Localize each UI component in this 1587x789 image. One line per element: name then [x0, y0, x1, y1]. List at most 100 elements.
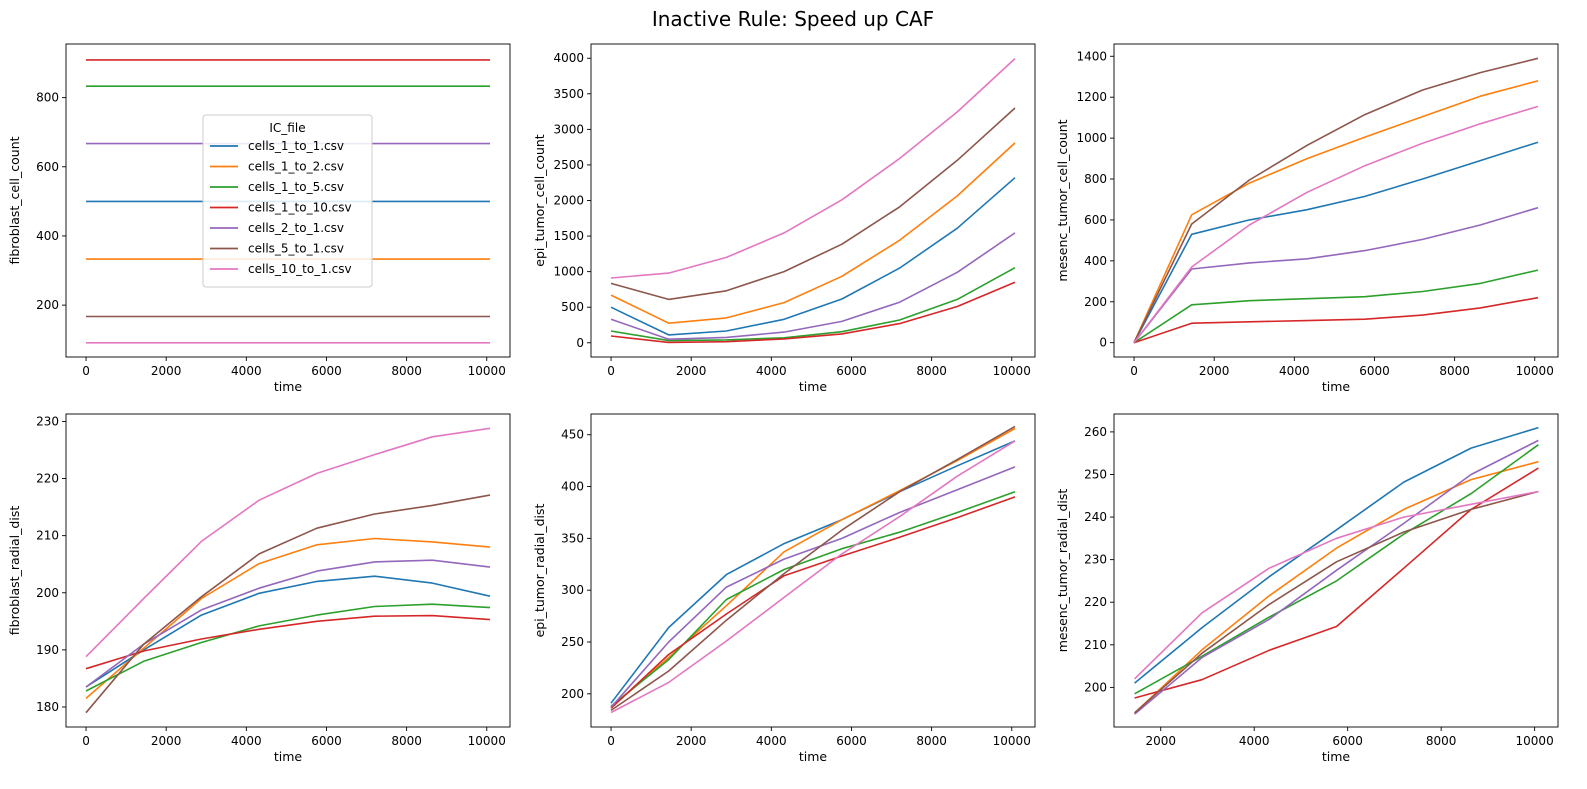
legend-entry-cells-1-to-10: cells_1_to_10.csv	[248, 201, 352, 215]
x-tick-label: 10000	[1516, 734, 1554, 748]
legend-title: IC_file	[269, 121, 305, 135]
y-tick-label: 400	[36, 229, 59, 243]
series-line-cells-1-to-2	[85, 537, 491, 700]
series-line-cells-1-to-5	[1133, 269, 1539, 344]
series-line-cells-1-to-1	[610, 177, 1016, 336]
y-tick-label: 250	[561, 635, 584, 649]
x-tick-label: 8000	[1426, 734, 1457, 748]
series-line-cells-10-to-1	[1133, 105, 1539, 344]
y-tick-label: 1400	[1076, 49, 1107, 63]
y-tick-label: 260	[1084, 425, 1107, 439]
series-line-cells-5-to-1	[85, 494, 491, 714]
x-tick-label: 6000	[1332, 734, 1363, 748]
y-tick-label: 400	[1084, 254, 1107, 268]
series-line-cells-1-to-5	[610, 490, 1016, 707]
axes-frame	[590, 413, 1036, 728]
y-axis-label: fibroblast_radial_dist	[7, 506, 22, 636]
series-line-cells-1-to-5	[1134, 444, 1539, 695]
y-tick-label: 190	[36, 643, 59, 657]
y-tick-label: 600	[36, 160, 59, 174]
axes-frame	[65, 43, 511, 358]
x-tick-label: 10000	[993, 364, 1031, 378]
series-line-cells-1-to-1	[1134, 426, 1539, 684]
y-tick-label: 3500	[553, 87, 584, 101]
x-tick-label: 0	[1130, 364, 1138, 378]
x-tick-label: 10000	[468, 734, 506, 748]
legend-entry-cells-1-to-2: cells_1_to_2.csv	[248, 160, 344, 174]
x-tick-label: 8000	[391, 364, 422, 378]
y-axis-label: mesenc_tumor_cell_count	[1055, 119, 1070, 281]
series-line-cells-10-to-1	[610, 440, 1016, 714]
y-tick-label: 500	[561, 300, 584, 314]
series-line-cells-2-to-1	[1133, 206, 1539, 344]
y-tick-label: 240	[1084, 510, 1107, 524]
y-tick-label: 200	[36, 586, 59, 600]
x-tick-label: 2000	[676, 364, 707, 378]
series-line-cells-2-to-1	[1134, 439, 1539, 715]
y-tick-label: 800	[36, 91, 59, 105]
x-tick-label: 6000	[836, 734, 867, 748]
y-tick-label: 600	[1084, 213, 1107, 227]
series-line-cells-1-to-5	[85, 603, 491, 692]
y-tick-label: 200	[1084, 295, 1107, 309]
y-tick-label: 230	[1084, 553, 1107, 567]
y-tick-label: 0	[576, 336, 584, 350]
y-tick-label: 1000	[1076, 131, 1107, 145]
legend-entry-cells-10-to-1: cells_10_to_1.csv	[248, 262, 352, 276]
y-tick-label: 2000	[553, 194, 584, 208]
x-axis-label: time	[799, 379, 828, 394]
axes-frame	[1113, 413, 1559, 728]
x-tick-label: 8000	[1439, 364, 1470, 378]
x-tick-label: 6000	[311, 734, 342, 748]
series-line-cells-2-to-1	[610, 466, 1016, 708]
x-tick-label: 6000	[1359, 364, 1390, 378]
y-tick-label: 210	[36, 529, 59, 543]
y-tick-label: 220	[1084, 595, 1107, 609]
legend-entry-cells-5-to-1: cells_5_to_1.csv	[248, 242, 344, 256]
series-line-cells-1-to-2	[610, 142, 1016, 325]
series-line-cells-1-to-10	[85, 614, 491, 670]
series-line-cells-1-to-1	[85, 575, 491, 688]
series-line-cells-1-to-10	[610, 281, 1016, 344]
x-axis-label: time	[799, 749, 828, 764]
subplot-mesenc-tumor-cell-count: 0 2000 4000 6000 8000 10000 0 200 400 600 800 1000 1…	[1055, 43, 1559, 394]
x-tick-label: 4000	[231, 734, 262, 748]
x-tick-label: 2000	[151, 364, 182, 378]
series-line-cells-1-to-10	[1133, 296, 1539, 344]
axes-frame	[1113, 43, 1559, 358]
y-tick-label: 1500	[553, 229, 584, 243]
x-tick-label: 0	[607, 364, 615, 378]
y-tick-label: 400	[561, 480, 584, 494]
x-tick-label: 4000	[231, 364, 262, 378]
y-tick-label: 250	[1084, 467, 1107, 481]
figure-suptitle: Inactive Rule: Speed up CAF	[652, 7, 934, 31]
subplot-mesenc-tumor-radial-dist: 2000 4000 6000 8000 10000 200 210 220 230 240 250 2…	[1055, 413, 1559, 764]
series-line-cells-1-to-2	[1134, 460, 1539, 714]
y-tick-label: 3000	[553, 122, 584, 136]
x-tick-label: 0	[607, 734, 615, 748]
axes-frame	[65, 413, 511, 728]
x-tick-label: 2000	[151, 734, 182, 748]
y-tick-label: 800	[1084, 172, 1107, 186]
legend: IC_file cells_1_to_1.csv cells_1_to_2.csvc…	[202, 114, 373, 288]
series-line-cells-1-to-1	[1133, 141, 1539, 344]
x-tick-label: 4000	[1239, 734, 1270, 748]
x-tick-label: 4000	[756, 364, 787, 378]
y-tick-label: 350	[561, 531, 584, 545]
x-tick-label: 0	[82, 734, 90, 748]
series-line-cells-5-to-1	[610, 425, 1016, 712]
y-tick-label: 4000	[553, 51, 584, 65]
subplot-epi-tumor-cell-count: 0 2000 4000 6000 8000 10000 0 500 1000 1500 2000 25…	[532, 43, 1036, 394]
series-line-cells-10-to-1	[1134, 490, 1539, 680]
series-line-cells-10-to-1	[85, 427, 491, 658]
subplots: 0 2000 4000 6000 8000 10000200400600800timefi…	[7, 43, 1559, 764]
x-tick-label: 2000	[1145, 734, 1176, 748]
y-tick-label: 210	[1084, 638, 1107, 652]
x-tick-label: 8000	[916, 734, 947, 748]
y-tick-label: 200	[1084, 680, 1107, 694]
x-tick-label: 8000	[916, 364, 947, 378]
series-line-cells-5-to-1	[610, 107, 1016, 301]
subplot-epi-tumor-radial-dist: 0 2000 4000 6000 8000 10000 200 250 300 350 400 450…	[532, 413, 1036, 764]
y-axis-label: mesenc_tumor_radial_dist	[1055, 489, 1070, 653]
y-tick-label: 1000	[553, 265, 584, 279]
